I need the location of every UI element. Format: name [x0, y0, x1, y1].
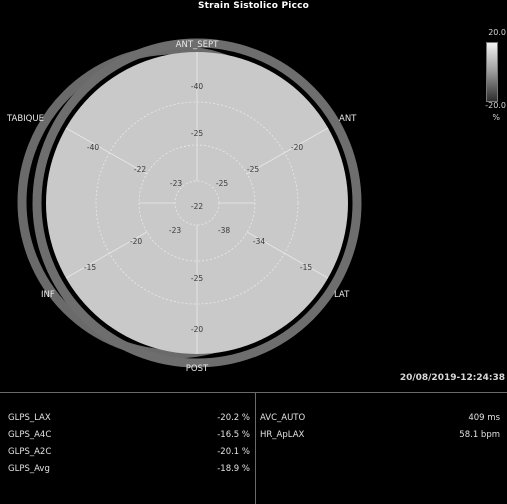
color-scale-bar: [486, 42, 498, 102]
segment-value-apical-septum: -23: [170, 179, 182, 188]
measure-value: 58.1 bpm: [459, 430, 500, 440]
segment-value-apical-lat: -38: [218, 226, 230, 235]
wall-label-lat: LAT: [334, 290, 350, 300]
wall-label-post: POST: [186, 364, 209, 374]
measure-value: -18.9 %: [217, 464, 250, 474]
segment-value-basal-lat: -15: [300, 263, 312, 272]
ring-mid: [95, 101, 299, 305]
wall-label-ant: ANT: [339, 114, 357, 124]
timestamp: 20/08/2019-12:24:38: [399, 373, 505, 383]
segment-value-mid-septum: -22: [134, 165, 146, 174]
measure-value: -16.5 %: [217, 430, 250, 440]
page-title: Strain Sistolico Picco: [197, 1, 310, 11]
spoke: [246, 152, 285, 175]
segment-value-apical-inf: -23: [169, 226, 181, 235]
spoke: [283, 252, 329, 279]
spoke: [109, 231, 148, 254]
measure-label: GLPS_LAX: [8, 413, 51, 423]
divider: [0, 392, 507, 393]
wall-label-inf: INF: [41, 290, 55, 300]
spoke: [65, 127, 111, 154]
scale-max-label: 20.0: [488, 28, 506, 37]
outer-ring: [32, 38, 362, 368]
segment-value-basal-ant: -20: [291, 143, 303, 152]
measure-label: GLPS_A4C: [8, 430, 52, 440]
spoke: [246, 231, 285, 254]
segment-value-apical-ant: -25: [216, 179, 228, 188]
wall-label-septum: TABIQUE: [6, 114, 44, 124]
segment-value-mid-post: -25: [191, 274, 203, 283]
spoke: [65, 252, 111, 279]
scale-min-label: -20.0: [485, 101, 506, 110]
segment-value-apex: -22: [191, 202, 203, 211]
measure-value: -20.2 %: [217, 413, 250, 423]
segment-value-basal-inf: -15: [84, 263, 96, 272]
segment-value-basal-septum: -40: [87, 143, 99, 152]
measure-label: AVC_AUTO: [260, 413, 306, 423]
segment-value-mid-lat: -34: [253, 237, 265, 246]
measure-label: GLPS_Avg: [8, 464, 50, 474]
segment-value-basal-post: -20: [191, 325, 203, 334]
measure-label: HR_ApLAX: [260, 430, 305, 440]
measure-value: 409 ms: [468, 413, 500, 423]
measure-value: -20.1 %: [217, 447, 250, 457]
measure-label: GLPS_A2C: [8, 447, 52, 457]
bullseye-plot: ANT_SEPT ANT TABIQUE INF LAT POST -40 -2…: [6, 38, 362, 374]
scale-gradient: [487, 43, 497, 101]
scale-unit-label: %: [492, 113, 500, 122]
spoke: [109, 152, 148, 175]
wall-label-ant-sept: ANT_SEPT: [176, 40, 220, 50]
divider: [255, 393, 256, 504]
segment-value-mid-inf: -20: [130, 237, 142, 246]
spoke: [283, 127, 329, 154]
bullseye-disk: [46, 52, 348, 354]
segment-value-basal-ant-sept: -40: [191, 82, 203, 91]
segment-value-mid-ant: -25: [247, 165, 259, 174]
segment-value-mid-ant-sept: -25: [191, 129, 203, 138]
